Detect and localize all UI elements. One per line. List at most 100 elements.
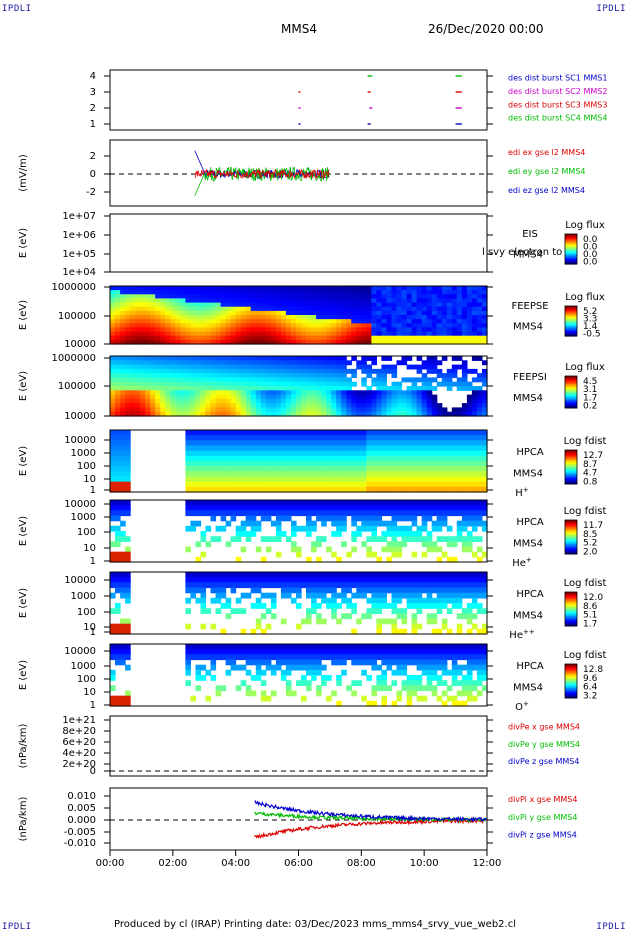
panel-feepse-cell — [170, 298, 176, 304]
panel-feepsi-cell — [180, 364, 186, 370]
panel-feepse-cell — [225, 286, 232, 291]
panel-feepsi-cell — [466, 403, 473, 408]
panel-hpca_he-cell — [436, 500, 443, 506]
panel-hpca_o-cell — [406, 680, 413, 686]
panel-feepsi-cell — [321, 356, 327, 361]
panel-feepse-cell — [275, 290, 282, 295]
panel-feepsi-cell — [205, 411, 212, 417]
panel-feepsi-cell — [210, 364, 217, 370]
panel-hpca_hepp-cell — [456, 603, 463, 609]
panel-feepsi-cell — [416, 390, 423, 396]
panel-feepse-cell — [120, 310, 126, 316]
panel-hpca_hepp-cell — [441, 587, 448, 594]
panel-feepsi-cell — [175, 364, 181, 370]
panel-hpca_hepp-cell — [115, 623, 121, 630]
panel-hpca_h-cell — [306, 481, 312, 488]
panel-feepse-cell — [150, 323, 156, 328]
panel-feepsi-cell — [180, 373, 186, 378]
panel-feepsi-cell — [386, 364, 393, 370]
panel-feepse-cell — [200, 315, 207, 320]
panel-hpca_h-cell — [205, 440, 212, 447]
panel-hpca_h-cell — [461, 461, 468, 467]
panel-hpca_h-cell — [391, 471, 398, 478]
panel-hpca_h-cell — [456, 430, 463, 436]
panel-hpca_h-cell — [416, 466, 423, 472]
panel-hpca_he-cell — [456, 520, 463, 527]
panel-feepse-cell — [200, 294, 207, 299]
panel-hpca_he-cell — [476, 500, 483, 506]
panel-feepse-cell — [120, 298, 126, 304]
panel-feepsi-cell — [421, 360, 428, 366]
panel-feepse-cell — [170, 290, 176, 295]
panel-hpca_h-cell — [381, 466, 387, 472]
panel-feepsi-cell — [270, 398, 277, 404]
panel-hpca_hepp-cell — [280, 618, 287, 625]
panel-hpca_hepp-cell — [441, 618, 448, 625]
panel-feepsi-cell — [466, 368, 473, 374]
panel-feepsi-cell — [396, 407, 403, 413]
panel-hpca_h-cell — [426, 440, 433, 447]
panel-hpca_h-cell — [381, 461, 387, 467]
panel-hpca_hepp-cell — [306, 613, 312, 620]
panel-hpca_h-cell — [285, 435, 292, 441]
panel-hpca_hepp-cell — [265, 577, 272, 583]
panel-hpca_h-cell — [296, 461, 302, 467]
panel-hpca_he-cell — [210, 510, 217, 517]
panel-feepsi-cell — [326, 390, 332, 396]
panel-feepsi-cell — [170, 386, 176, 391]
panel-hpca_h-cell — [260, 486, 267, 493]
panel-hpca_hepp-cell — [456, 572, 463, 578]
panel-hpca_o-cell — [376, 649, 382, 655]
panel-hpca_hepp-cell — [260, 572, 267, 578]
panel-feepsi-cell — [195, 360, 202, 366]
panel-hpca_o-ytick-label: 10 — [83, 687, 96, 698]
panel-feepsi-cell — [260, 398, 267, 404]
panel-feepse-cell — [115, 335, 121, 341]
panel-hpca_h-cell — [356, 466, 362, 472]
panel-feepsi-cell — [235, 390, 242, 396]
panel-feepse-cell — [361, 298, 367, 304]
panel-hpca_o-cell — [431, 685, 438, 692]
panel-hpca_h-cell — [306, 430, 312, 436]
panel-hpca_o-cell — [120, 644, 126, 650]
panel-hpca_o-cell — [185, 654, 191, 661]
panel-feepse-cell — [356, 310, 362, 316]
panel-hpca_hepp-cell — [301, 577, 307, 583]
panel-feepse-cell — [306, 302, 312, 308]
panel-feepsi-cell — [301, 364, 307, 370]
panel-hpca_h-cell — [476, 476, 483, 483]
panel-feepse-cell — [155, 310, 161, 316]
panel-hpca_h-cell — [200, 455, 207, 462]
panel-hpca_o-cell — [391, 654, 398, 661]
panel-hpca_he-cell — [456, 531, 463, 537]
panel-hpca_he-cell — [306, 515, 312, 522]
panel-feepsi-cell — [311, 411, 317, 417]
panel-hpca_h-cell — [115, 466, 121, 472]
panel-feepse-cell — [110, 298, 116, 304]
panel-hpca_h-cell — [436, 481, 443, 488]
panel-feepsi-cell — [220, 403, 227, 408]
panel-hpca_h-cell — [391, 476, 398, 483]
panel-hpca_h-cell — [301, 466, 307, 472]
panel-hpca_o-cell — [250, 654, 257, 661]
panel-hpca_h-cell — [396, 461, 403, 467]
panel-feepse-cell — [285, 286, 292, 291]
panel-hpca_he-cell — [200, 536, 207, 542]
panel-hpca_hepp-cell — [265, 572, 272, 578]
panel-hpca_h-cell — [426, 481, 433, 488]
panel-hpca_h-cell — [321, 455, 327, 462]
panel-hpca_o-colorbar-swatch — [565, 666, 577, 669]
panel-feepsi-cell — [260, 377, 267, 383]
panel-hpca_hepp-cell — [396, 597, 403, 604]
panel-hpca_he-cell — [260, 556, 267, 563]
panel-hpca_h-cell — [230, 435, 237, 441]
panel-hpca_o-cell — [185, 664, 191, 671]
panel-feepse-cell — [326, 302, 332, 308]
panel-feepse-cell — [245, 294, 252, 299]
panel-feepse-cell — [255, 294, 262, 299]
panel-feepse-cell — [396, 323, 403, 328]
panel-feepse-colorbar-tick: 5.2 — [583, 307, 597, 317]
panel-hpca_h-cell — [351, 486, 357, 493]
panel-hpca_he-cell — [280, 531, 287, 537]
panel-hpca_he-cell — [446, 505, 453, 511]
